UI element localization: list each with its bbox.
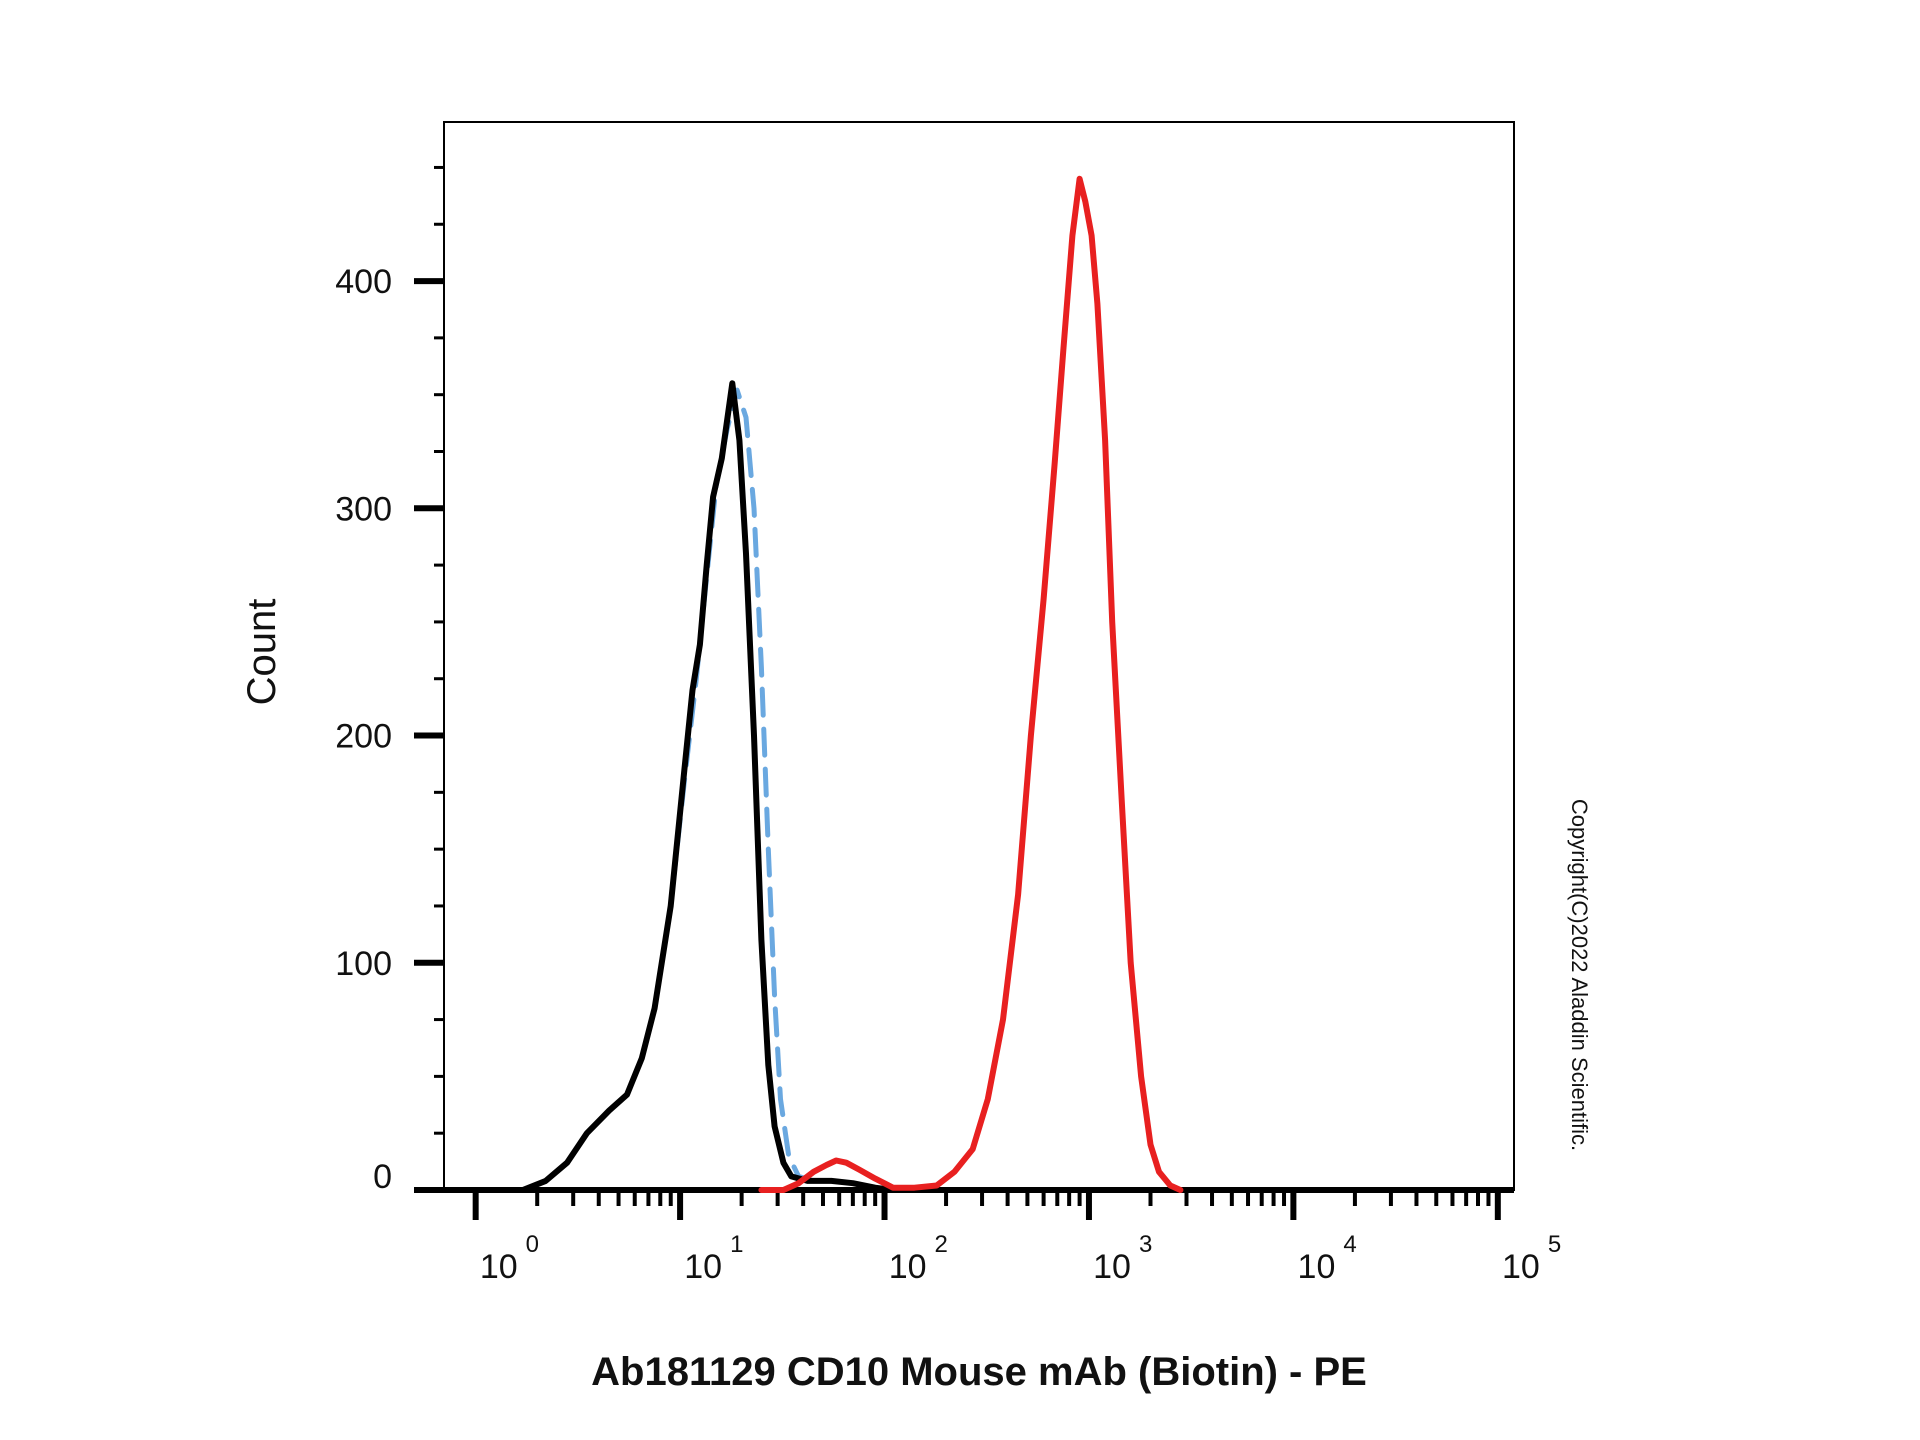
x-axis-ticks: 10 0 10 1 10 2 10 3 10 4 10 5: [414, 1187, 1561, 1286]
x-tick-label: 10: [1093, 1248, 1131, 1286]
x-tick-exponent: 3: [1139, 1231, 1152, 1258]
x-tick-label: 10: [480, 1248, 518, 1286]
y-tick-label: 200: [335, 718, 392, 756]
x-tick-label: 10: [1502, 1248, 1540, 1286]
x-tick-label: 10: [684, 1248, 722, 1286]
x-tick-exponent: 2: [935, 1231, 948, 1258]
x-tick-exponent: 0: [526, 1231, 539, 1258]
x-tick-label: 10: [889, 1248, 927, 1286]
series-1-line: [519, 380, 896, 1193]
y-tick-label: 100: [335, 945, 392, 983]
series-0-line: [520, 387, 896, 1193]
series-2-line: [758, 175, 1184, 1193]
y-axis-title: Count: [240, 599, 284, 706]
plot-frame: [443, 121, 1515, 1191]
x-axis-title: Ab181129 CD10 Mouse mAb (Biotin) - PE: [591, 1350, 1367, 1394]
x-tick-label: 10: [1298, 1248, 1336, 1286]
y-tick-label: 400: [335, 263, 392, 301]
y-tick-label: 0: [373, 1158, 392, 1196]
series-group: [519, 175, 1184, 1193]
x-tick-exponent: 1: [730, 1231, 743, 1258]
x-tick-exponent: 5: [1548, 1231, 1561, 1258]
y-axis-ticks: 0 100 200 300 400: [335, 165, 444, 1196]
copyright-text: Copyright(C)2022 Aladdin Scientific.: [1567, 799, 1592, 1151]
y-tick-label: 300: [335, 490, 392, 528]
x-tick-exponent: 4: [1343, 1231, 1356, 1258]
